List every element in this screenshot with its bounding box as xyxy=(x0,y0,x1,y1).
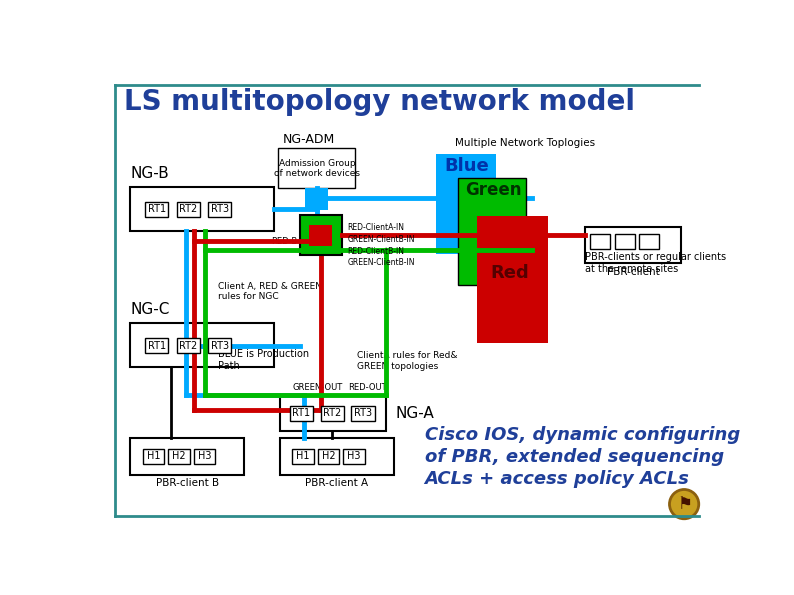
Bar xyxy=(477,216,548,343)
Bar xyxy=(290,406,313,421)
Text: PBR-client A: PBR-client A xyxy=(305,478,368,488)
Bar xyxy=(458,178,526,286)
Text: RT3: RT3 xyxy=(210,204,229,214)
Bar xyxy=(279,148,356,189)
Bar xyxy=(208,202,231,217)
Bar xyxy=(318,449,339,464)
Text: RT3: RT3 xyxy=(210,340,229,350)
Bar xyxy=(177,202,200,217)
Bar xyxy=(309,225,332,246)
Text: NG-ADM: NG-ADM xyxy=(283,133,335,146)
Text: H2: H2 xyxy=(322,452,335,461)
Bar xyxy=(145,338,168,353)
Text: Red: Red xyxy=(491,264,530,282)
Text: RT1: RT1 xyxy=(148,204,166,214)
Text: ClientA rules for Red&
GREEN topologies: ClientA rules for Red& GREEN topologies xyxy=(357,351,457,371)
Bar xyxy=(321,406,344,421)
Bar xyxy=(194,449,215,464)
Text: RT2: RT2 xyxy=(179,340,198,350)
Text: H3: H3 xyxy=(347,452,360,461)
Text: PBR-client B: PBR-client B xyxy=(156,478,219,488)
Text: RT2: RT2 xyxy=(179,204,198,214)
Text: RED-ClientA-IN
GREEN-ClientB-IN
RED-ClientB-IN
GREEN-ClientB-IN: RED-ClientA-IN GREEN-ClientB-IN RED-Clie… xyxy=(348,223,415,267)
Bar xyxy=(168,449,190,464)
Bar xyxy=(143,449,164,464)
Text: Blue: Blue xyxy=(444,156,488,175)
Text: GREEN-OUT: GREEN-OUT xyxy=(292,383,342,392)
Text: Green: Green xyxy=(465,181,522,199)
Bar xyxy=(639,234,660,249)
Text: RT3: RT3 xyxy=(354,408,372,418)
Bar xyxy=(343,449,364,464)
Text: RED-B-IN: RED-B-IN xyxy=(271,237,309,246)
Text: Client A, RED & GREEN
rules for NGC: Client A, RED & GREEN rules for NGC xyxy=(218,282,322,301)
Text: PBR-clients or regular clients
at the remote sites: PBR-clients or regular clients at the re… xyxy=(585,252,726,274)
Text: H3: H3 xyxy=(198,452,211,461)
Text: PBR-client: PBR-client xyxy=(607,267,659,277)
Text: RED-OUT: RED-OUT xyxy=(348,383,386,392)
Bar xyxy=(436,154,496,254)
Text: BLUE is Production
Path: BLUE is Production Path xyxy=(218,349,310,371)
Text: Multiple Network Toplogies: Multiple Network Toplogies xyxy=(456,138,596,148)
Bar xyxy=(300,215,342,255)
Bar xyxy=(145,202,168,217)
Text: H1: H1 xyxy=(147,452,160,461)
Text: RT1: RT1 xyxy=(148,340,166,350)
Bar xyxy=(305,189,329,210)
Bar xyxy=(279,395,386,431)
Bar xyxy=(615,234,635,249)
Bar xyxy=(292,449,314,464)
Bar xyxy=(279,438,394,475)
Bar xyxy=(585,227,681,263)
Text: Cisco IOS, dynamic configuring
of PBR, extended sequencing
ACLs + access policy : Cisco IOS, dynamic configuring of PBR, e… xyxy=(425,425,740,488)
Bar xyxy=(130,187,275,231)
Text: H2: H2 xyxy=(172,452,186,461)
Text: Admission Group
of network devices: Admission Group of network devices xyxy=(274,159,360,178)
Text: RT1: RT1 xyxy=(292,408,310,418)
Bar xyxy=(130,438,245,475)
Bar xyxy=(130,323,275,367)
Text: LS multitopology network model: LS multitopology network model xyxy=(125,88,635,117)
Text: RT2: RT2 xyxy=(323,408,341,418)
Bar xyxy=(352,406,375,421)
Text: NG-A: NG-A xyxy=(395,406,434,421)
Text: H1: H1 xyxy=(296,452,310,461)
Bar xyxy=(177,338,200,353)
Circle shape xyxy=(669,490,699,519)
Bar xyxy=(590,234,611,249)
Text: NG-B: NG-B xyxy=(130,165,169,181)
Text: ⚑: ⚑ xyxy=(676,495,692,513)
Bar xyxy=(208,338,231,353)
Text: NG-C: NG-C xyxy=(130,302,170,317)
